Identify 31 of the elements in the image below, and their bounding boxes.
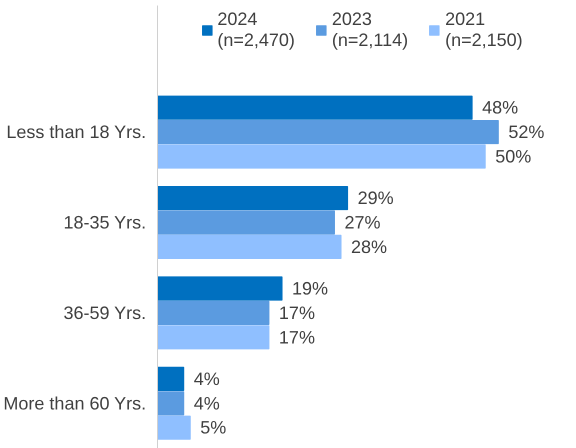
- y-tick-label: 36-59 Yrs.: [63, 302, 146, 323]
- bar: [158, 391, 184, 416]
- y-tick-label: Less than 18 Yrs.: [6, 122, 146, 142]
- data-label: 52%: [508, 122, 544, 142]
- bar: [158, 120, 499, 144]
- data-label: 4%: [194, 393, 220, 414]
- data-label: 28%: [351, 236, 388, 257]
- data-label: 17%: [278, 302, 315, 323]
- data-label: 5%: [200, 418, 226, 438]
- legend-label: 2023 (n=2,114): [332, 9, 408, 51]
- data-label: 17%: [278, 327, 315, 348]
- bar: [158, 276, 283, 301]
- bar: [158, 186, 348, 210]
- data-label: 27%: [344, 212, 380, 232]
- data-label: 48%: [482, 98, 518, 118]
- bar: [158, 416, 191, 440]
- legend-label: 2024 (n=2,470): [217, 9, 295, 51]
- data-label: 50%: [495, 146, 532, 166]
- bar: [158, 366, 184, 391]
- y-tick-label: 18-35 Yrs.: [63, 212, 146, 232]
- bar: [158, 210, 335, 235]
- data-label: 19%: [292, 278, 328, 298]
- bar: [158, 325, 270, 350]
- data-label: 29%: [358, 188, 394, 208]
- data-label: 4%: [194, 368, 220, 389]
- y-tick-label: More than 60 Yrs.: [3, 393, 146, 414]
- legend-label: 2021 (n=2,150): [445, 9, 523, 51]
- bar: [158, 234, 342, 259]
- bar: [158, 300, 270, 325]
- bar: [158, 96, 473, 120]
- bar: [158, 144, 486, 169]
